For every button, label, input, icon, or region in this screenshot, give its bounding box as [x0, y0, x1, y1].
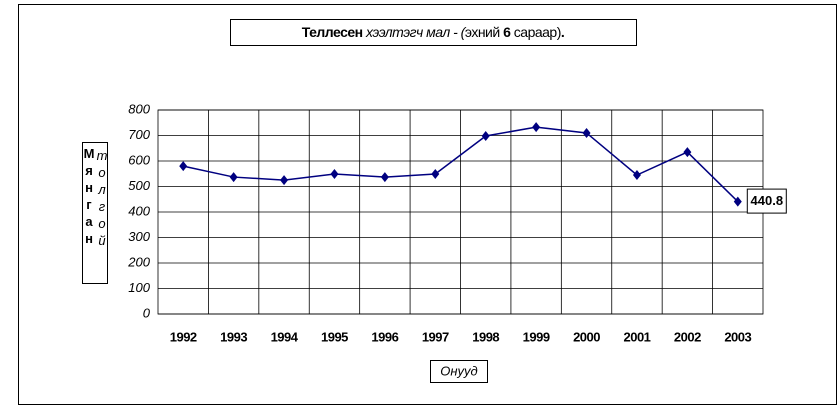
x-axis-label: Онууд [440, 363, 477, 378]
title-part: 6 [503, 24, 511, 40]
marker [683, 147, 692, 158]
title-part: сараар) [514, 24, 561, 40]
marker [481, 131, 490, 142]
x-tick-label: 2003 [724, 329, 751, 344]
marker [733, 196, 742, 207]
marker [179, 161, 188, 172]
data-label-box [746, 188, 787, 214]
y-axis-label: толгой [95, 148, 110, 250]
title-part: эхний [465, 24, 500, 40]
y-tick-label: 0 [143, 305, 151, 320]
x-tick-label: 2002 [674, 329, 701, 344]
x-tick-label: 2000 [573, 329, 600, 344]
y-tick-label: 700 [128, 127, 150, 142]
x-tick-label: 1999 [523, 329, 550, 344]
title-part: Теллесен [302, 24, 363, 40]
y-tick-label: 500 [128, 178, 150, 193]
y-tick-label: 800 [128, 101, 150, 116]
data-label: 440.8 [751, 193, 784, 208]
x-tick-label: 1992 [170, 329, 197, 344]
x-tick-label: 1998 [472, 329, 499, 344]
y-tick-label: 600 [128, 152, 150, 167]
y-tick-label: 100 [128, 280, 150, 295]
marker [229, 172, 238, 183]
marker [431, 169, 440, 180]
marker [330, 169, 339, 180]
marker [632, 170, 641, 181]
title-part: хээлтэгч мал - ( [365, 24, 467, 40]
marker [280, 175, 289, 186]
x-tick-label: 1995 [321, 329, 348, 344]
marker [582, 127, 591, 138]
x-tick-label: 1996 [371, 329, 398, 344]
x-tick-label: 1997 [422, 329, 449, 344]
y-tick-label: 400 [128, 203, 150, 218]
y-label-box [82, 142, 108, 284]
y-tick-label: 200 [127, 254, 150, 269]
chart-title: Теллесен хээлтэгч мал - (эхний 6 сараар)… [302, 24, 565, 40]
x-tick-label: 1993 [220, 329, 247, 344]
marker [532, 122, 541, 133]
x-tick-label: 2001 [623, 329, 650, 344]
marker [380, 172, 389, 183]
title-box [230, 19, 637, 46]
title-part: . [561, 24, 564, 40]
line [183, 126, 739, 203]
x-label-box [430, 360, 488, 383]
y-axis-label: Мянган [82, 146, 97, 248]
x-tick-label: 1994 [271, 329, 299, 344]
y-tick-label: 300 [128, 229, 150, 244]
